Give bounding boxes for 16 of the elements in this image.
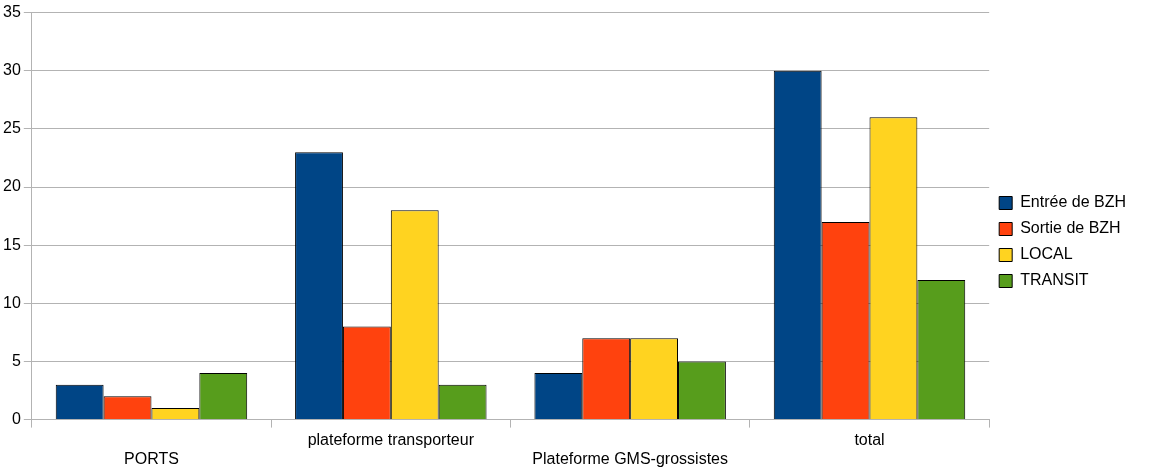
y-tick-label: 35 — [3, 3, 21, 21]
legend-label: LOCAL — [1020, 245, 1073, 263]
y-tick-label: 25 — [3, 119, 21, 137]
legend-label: TRANSIT — [1020, 271, 1089, 289]
y-tick-label: 0 — [11, 410, 21, 428]
x-tick-label: total — [854, 430, 885, 448]
y-tick-label: 5 — [11, 351, 21, 369]
legend-label: Entrée de BZH — [1020, 193, 1126, 211]
y-tick-label: 20 — [3, 177, 21, 195]
legend-label: Sortie de BZH — [1020, 219, 1121, 237]
x-tick-label: plateforme transporteur — [307, 430, 475, 448]
x-tick-label: Plateforme GMS-grossistes — [532, 449, 728, 467]
y-tick-label: 30 — [3, 61, 21, 79]
y-tick-label: 10 — [3, 293, 21, 311]
x-tick-label: PORTS — [124, 449, 179, 467]
y-tick-label: 15 — [3, 235, 21, 253]
